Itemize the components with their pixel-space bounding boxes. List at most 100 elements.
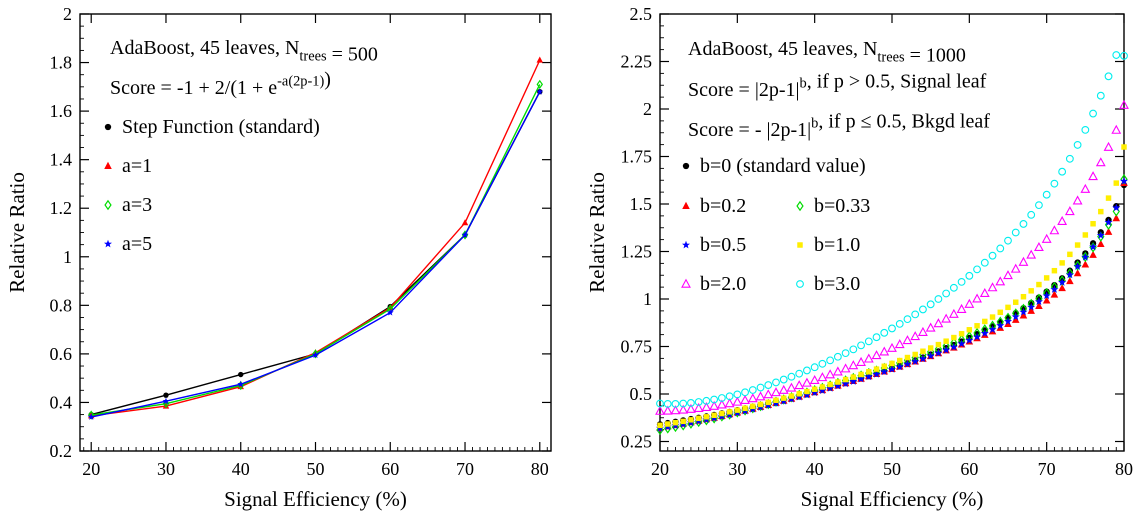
data-point: [87, 413, 95, 420]
data-point: [656, 399, 664, 408]
x-tick-label: 30: [157, 459, 175, 479]
data-point: [1081, 253, 1090, 261]
data-point: [903, 359, 912, 368]
data-point: [973, 332, 982, 341]
data-point: [1105, 195, 1112, 201]
data-point: [880, 367, 889, 376]
legend-label: a=1: [122, 155, 152, 177]
data-point: [1058, 167, 1067, 176]
data-point: [461, 230, 469, 240]
data-point: [757, 401, 764, 408]
data-point: [982, 318, 988, 325]
legend-label: b=0 (standard value): [700, 155, 866, 177]
data-point: [920, 348, 926, 354]
y-tick-label: 0.8: [50, 295, 73, 315]
legend-marker: [681, 278, 691, 288]
data-point: [1073, 141, 1082, 149]
data-point: [1042, 190, 1051, 199]
y-tick-label: 0.25: [621, 432, 653, 452]
data-point: [1058, 278, 1067, 286]
data-point: [1121, 144, 1127, 150]
series-line: [91, 59, 541, 417]
data-point: [1026, 249, 1037, 259]
data-point: [958, 331, 965, 337]
data-point: [710, 395, 719, 404]
data-point: [312, 351, 319, 359]
data-point: [672, 419, 679, 426]
annotation: AdaBoost, 45 leaves, Ntrees = 500: [110, 37, 378, 65]
data-point: [1050, 285, 1059, 293]
data-point: [889, 360, 895, 367]
data-point: [871, 350, 882, 360]
data-point: [1096, 231, 1105, 239]
data-point: [841, 349, 850, 358]
data-point: [948, 308, 959, 318]
legend-marker: [797, 242, 803, 248]
data-point: [826, 384, 835, 392]
legend-label: a=3: [122, 194, 152, 216]
data-point: [1050, 179, 1059, 188]
series-b=1.0: [657, 144, 1127, 429]
y-tick-label: 0.6: [50, 344, 73, 364]
data-point: [1059, 260, 1065, 266]
series-b=0 (standard value): [656, 181, 1128, 428]
data-point: [835, 379, 841, 385]
data-point: [686, 403, 696, 413]
data-point: [935, 341, 942, 348]
data-point: [693, 402, 704, 412]
data-point: [964, 298, 975, 308]
data-point: [763, 389, 774, 399]
data-point: [1028, 288, 1034, 294]
data-point: [1081, 251, 1090, 263]
data-point: [809, 374, 820, 385]
data-point: [1120, 174, 1128, 185]
data-point: [795, 369, 804, 378]
data-point: [832, 366, 843, 376]
data-point: [810, 363, 819, 372]
data-point: [725, 392, 734, 401]
x-tick-label: 70: [1038, 459, 1056, 479]
data-point: [1072, 195, 1083, 205]
data-point: [742, 405, 748, 411]
data-point: [734, 407, 741, 413]
y-tick-label: 1: [63, 247, 72, 267]
data-point: [1097, 239, 1105, 248]
data-point: [887, 342, 897, 352]
data-point: [880, 328, 889, 337]
right-chart-panel: 20 30 40 50 60 70 80 0.25 0.5 0.75 1 1.25 1.5 1.75 2 2.…: [585, 4, 1133, 511]
y-tick-label: 1.5: [630, 194, 653, 214]
legend-marker: [104, 199, 112, 211]
data-point: [1088, 171, 1098, 181]
data-point: [1042, 291, 1051, 300]
data-point: [911, 357, 920, 365]
x-tick-label: 50: [307, 459, 325, 479]
data-point: [974, 323, 980, 329]
data-point: [927, 345, 934, 351]
data-point: [919, 305, 927, 314]
data-point: [1104, 227, 1113, 235]
y-tick-label: 0.4: [50, 392, 73, 412]
data-point: [1035, 301, 1043, 309]
data-point: [1020, 293, 1027, 300]
data-point: [833, 381, 842, 390]
data-point: [536, 79, 544, 90]
data-point: [912, 351, 918, 358]
data-point: [1073, 260, 1082, 271]
data-point: [786, 382, 797, 392]
data-point: [802, 390, 811, 399]
data-point: [788, 393, 795, 399]
y-tick-label: 1.2: [50, 198, 73, 218]
data-point: [747, 393, 758, 403]
data-point: [942, 289, 951, 298]
legend-marker: [104, 239, 112, 248]
data-point: [678, 404, 689, 414]
data-point: [934, 295, 943, 303]
data-point: [989, 314, 996, 320]
data-point: [1103, 141, 1114, 151]
series-line: [91, 91, 541, 418]
data-point: [665, 421, 671, 427]
data-point: [779, 375, 788, 384]
data-point: [163, 392, 169, 398]
data-point: [817, 372, 828, 382]
legend-marker: [104, 161, 112, 169]
